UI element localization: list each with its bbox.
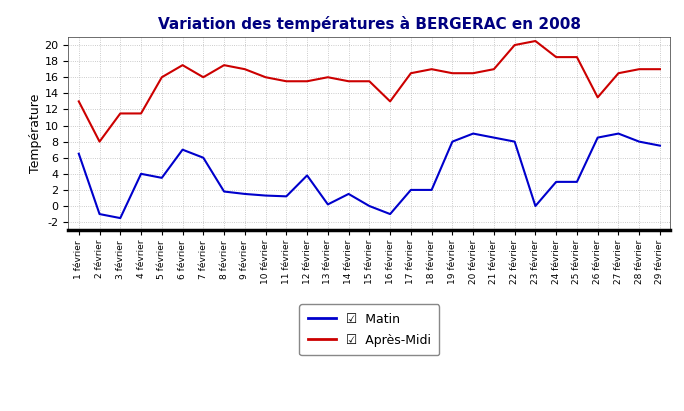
Y-axis label: Température: Température — [29, 94, 42, 173]
Title: Variation des températures à BERGERAC en 2008: Variation des températures à BERGERAC en… — [158, 16, 581, 32]
Legend: ☑  Matin, ☑  Après-Midi: ☑ Matin, ☑ Après-Midi — [300, 304, 439, 355]
